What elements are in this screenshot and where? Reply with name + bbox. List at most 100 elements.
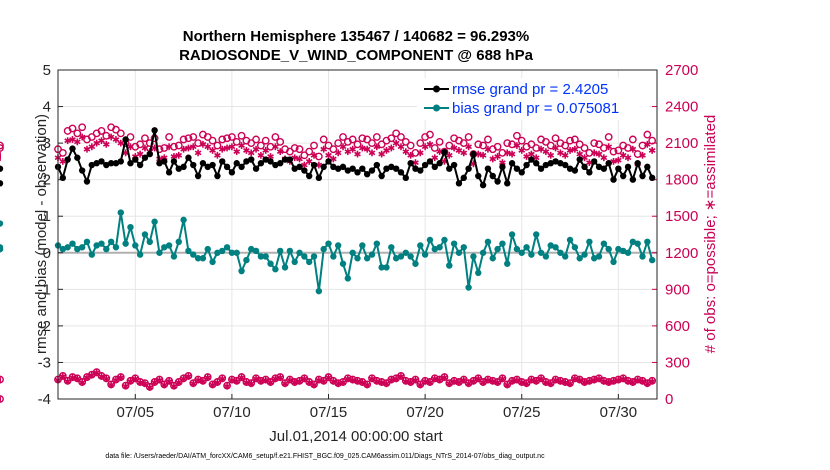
asterisk-stroke: [387, 145, 395, 151]
point-rmse: [648, 174, 656, 182]
point--of-obs-assimilated: [639, 151, 646, 159]
asterisk-stroke: [243, 380, 250, 385]
asterisk-stroke: [276, 149, 284, 155]
point--of-obs-possible: [78, 123, 87, 132]
asterisk-stroke: [64, 138, 72, 144]
point--of-obs-possible: [174, 141, 183, 150]
point--of-obs-possible: [179, 135, 188, 144]
point--of-obs-assimilated: [397, 143, 405, 151]
point-rmse: [0, 165, 4, 172]
point--of-obs-possible: [372, 133, 381, 141]
point--of-obs-possible: [570, 135, 579, 144]
point-bias: [219, 247, 226, 255]
asterisk-stroke: [339, 380, 347, 385]
point--of-obs-possible: [232, 137, 241, 146]
asterisk-stroke: [156, 377, 163, 383]
point-rmse: [228, 169, 236, 176]
asterisk-stroke: [354, 151, 361, 157]
point-bias: [88, 251, 96, 258]
point--of-obs-assimilated-low-: [291, 379, 299, 386]
asterisk-stroke: [199, 141, 207, 147]
point-rmse: [88, 161, 96, 169]
point--of-obs-possible: [276, 137, 285, 146]
asterisk-stroke: [484, 146, 492, 152]
point-rmse: [310, 161, 318, 169]
point--of-obs-assimilated: [431, 154, 439, 162]
point-rmse: [161, 158, 168, 165]
point--of-obs-assimilated-low-: [624, 377, 632, 385]
point-rmse: [557, 160, 564, 167]
asterisk-stroke: [349, 377, 357, 383]
asterisk-stroke: [402, 149, 410, 155]
y-right-tick-label: 900: [665, 281, 690, 298]
point--of-obs-possible: [368, 139, 376, 148]
point-rmse: [523, 161, 530, 169]
point--of-obs-possible: [363, 135, 372, 144]
point--of-obs-possible: [546, 141, 555, 150]
point--of-obs-assimilated-low-: [247, 380, 255, 388]
asterisk-stroke: [586, 378, 593, 384]
asterisk-stroke: [276, 375, 284, 381]
point-bias: [470, 253, 477, 260]
x-tick-label: 07/20: [406, 404, 444, 421]
point--of-obs-assimilated-low-: [605, 379, 613, 386]
point--of-obs-assimilated-low-: [344, 375, 352, 383]
point-rmse: [431, 163, 438, 171]
point-rmse: [334, 165, 342, 172]
asterisk-stroke: [194, 377, 202, 383]
asterisk-stroke: [615, 157, 622, 163]
asterisk-stroke: [547, 381, 555, 387]
asterisk-stroke: [392, 140, 400, 146]
point--of-obs-possible: [261, 136, 270, 145]
asterisk-stroke: [325, 152, 332, 158]
point-rmse: [484, 165, 492, 172]
point--of-obs-possible: [300, 151, 309, 160]
point--of-obs-assimilated: [257, 151, 265, 159]
asterisk-stroke: [605, 144, 613, 150]
point--of-obs-assimilated: [102, 140, 110, 148]
asterisk-stroke: [267, 154, 274, 159]
point-bias: [0, 220, 4, 227]
point--of-obs-assimilated-low-: [412, 376, 419, 384]
point-bias: [363, 255, 371, 262]
point--of-obs-assimilated: [136, 150, 144, 158]
point-rmse: [122, 136, 129, 143]
asterisk-stroke: [127, 144, 134, 150]
point--of-obs-possible: [614, 146, 623, 155]
point-bias: [484, 238, 492, 246]
point-bias: [465, 284, 472, 291]
point--of-obs-assimilated: [595, 150, 603, 158]
grid: [58, 69, 657, 400]
point-bias: [591, 255, 598, 262]
point--of-obs-assimilated-low-: [378, 379, 385, 386]
point--of-obs-assimilated-low-: [228, 376, 236, 384]
legend-rmse-label: rmse grand pr = 2.4205: [452, 81, 608, 98]
point--of-obs-assimilated-low-: [523, 380, 530, 388]
asterisk-stroke: [600, 378, 608, 384]
point-bias: [122, 240, 129, 247]
point-bias: [373, 240, 381, 247]
asterisk-stroke: [252, 376, 260, 382]
asterisk-stroke: [189, 144, 197, 150]
point--of-obs-assimilated-low-: [233, 377, 241, 385]
asterisk-stroke: [107, 134, 115, 140]
asterisk-stroke: [518, 380, 526, 385]
point-bias: [494, 245, 501, 253]
point--of-obs-assimilated: [180, 145, 187, 153]
point-rmse: [339, 163, 347, 171]
asterisk-stroke: [615, 377, 622, 383]
point--of-obs-possible: [464, 133, 473, 141]
point--of-obs-assimilated-low-: [557, 377, 564, 385]
point--of-obs-assimilated: [165, 143, 173, 151]
point--of-obs-possible: [397, 133, 405, 141]
point-rmse: [504, 180, 511, 187]
point--of-obs-possible: [319, 135, 328, 144]
point--of-obs-assimilated-low-: [243, 379, 250, 386]
asterisk-stroke: [175, 380, 183, 385]
point-rmse: [136, 161, 144, 169]
asterisk-stroke: [102, 141, 110, 147]
point-rmse: [127, 160, 134, 167]
point-rmse: [286, 156, 294, 163]
asterisk-stroke: [368, 376, 376, 382]
asterisk-stroke: [412, 377, 419, 383]
